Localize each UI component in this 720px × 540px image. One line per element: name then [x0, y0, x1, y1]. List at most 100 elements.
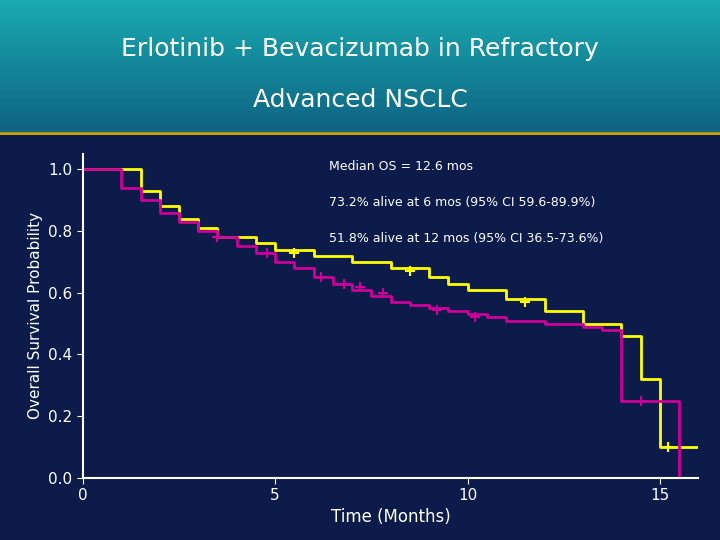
Bar — [0, 46, 720, 47]
Bar — [0, 55, 720, 56]
Bar — [0, 56, 720, 57]
Bar — [0, 62, 720, 63]
Bar — [0, 92, 720, 93]
Bar — [0, 31, 720, 32]
Bar — [0, 132, 720, 133]
Bar — [0, 74, 720, 76]
Bar — [0, 122, 720, 123]
Bar — [0, 59, 720, 60]
Bar — [0, 82, 720, 83]
Bar — [0, 120, 720, 122]
Bar — [0, 115, 720, 116]
Bar — [0, 127, 720, 128]
Bar — [0, 35, 720, 36]
Bar — [0, 30, 720, 31]
Text: Median OS = 12.6 mos: Median OS = 12.6 mos — [329, 160, 473, 173]
Bar — [0, 108, 720, 109]
Bar — [0, 39, 720, 40]
Bar — [0, 6, 720, 8]
Bar — [0, 84, 720, 85]
Bar — [0, 18, 720, 19]
Bar — [0, 22, 720, 23]
Bar — [0, 1, 720, 2]
Bar — [0, 33, 720, 35]
Bar — [0, 73, 720, 74]
Bar — [0, 117, 720, 118]
Bar — [0, 20, 720, 22]
Bar — [0, 44, 720, 45]
Bar — [0, 57, 720, 58]
Bar — [0, 85, 720, 86]
Bar — [0, 118, 720, 119]
Bar — [0, 126, 720, 127]
Bar — [0, 25, 720, 26]
Bar — [0, 17, 720, 18]
Bar — [0, 96, 720, 97]
Bar — [0, 130, 720, 131]
Bar — [0, 100, 720, 102]
Bar — [0, 102, 720, 103]
Bar — [0, 94, 720, 96]
Bar — [0, 60, 720, 62]
Bar — [0, 4, 720, 5]
Bar — [0, 123, 720, 124]
Bar — [0, 0, 720, 1]
Bar — [0, 28, 720, 29]
Bar — [0, 76, 720, 77]
Bar — [0, 29, 720, 30]
Bar — [0, 77, 720, 78]
Bar — [0, 42, 720, 43]
Text: 51.8% alive at 12 mos (95% CI 36.5-73.6%): 51.8% alive at 12 mos (95% CI 36.5-73.6%… — [329, 232, 603, 245]
Bar — [0, 71, 720, 72]
Bar — [0, 47, 720, 49]
Bar — [0, 8, 720, 9]
Bar — [0, 128, 720, 130]
Bar — [0, 36, 720, 37]
Bar — [0, 116, 720, 117]
Bar — [0, 23, 720, 24]
Bar — [0, 50, 720, 51]
Bar — [0, 3, 720, 4]
Bar — [0, 9, 720, 10]
Bar — [0, 26, 720, 27]
Bar — [0, 79, 720, 80]
Bar — [0, 104, 720, 105]
Bar — [0, 78, 720, 79]
Bar — [0, 99, 720, 100]
Bar — [0, 107, 720, 108]
Bar — [0, 106, 720, 107]
Bar — [0, 16, 720, 17]
Bar — [0, 83, 720, 84]
Bar — [0, 119, 720, 120]
Bar — [0, 81, 720, 82]
Bar — [0, 52, 720, 53]
Bar — [0, 65, 720, 66]
Bar — [0, 86, 720, 87]
Bar — [0, 51, 720, 52]
Bar — [0, 37, 720, 38]
Bar — [0, 63, 720, 64]
Bar — [0, 72, 720, 73]
Bar — [0, 40, 720, 42]
Bar — [0, 10, 720, 11]
Bar — [0, 5, 720, 6]
Bar — [0, 70, 720, 71]
X-axis label: Time (Months): Time (Months) — [330, 508, 451, 526]
Bar — [0, 105, 720, 106]
Bar — [0, 103, 720, 104]
Text: 73.2% alive at 6 mos (95% CI 59.6-89.9%): 73.2% alive at 6 mos (95% CI 59.6-89.9%) — [329, 196, 595, 209]
Bar — [0, 124, 720, 125]
Bar — [0, 131, 720, 132]
Text: Advanced NSCLC: Advanced NSCLC — [253, 88, 467, 112]
Bar — [0, 45, 720, 46]
Bar — [0, 69, 720, 70]
Bar — [0, 15, 720, 16]
Bar — [0, 80, 720, 81]
Bar — [0, 27, 720, 28]
Bar — [0, 19, 720, 20]
Bar — [0, 89, 720, 90]
Bar — [0, 32, 720, 33]
Bar — [0, 97, 720, 98]
Bar — [0, 14, 720, 15]
Bar — [0, 125, 720, 126]
